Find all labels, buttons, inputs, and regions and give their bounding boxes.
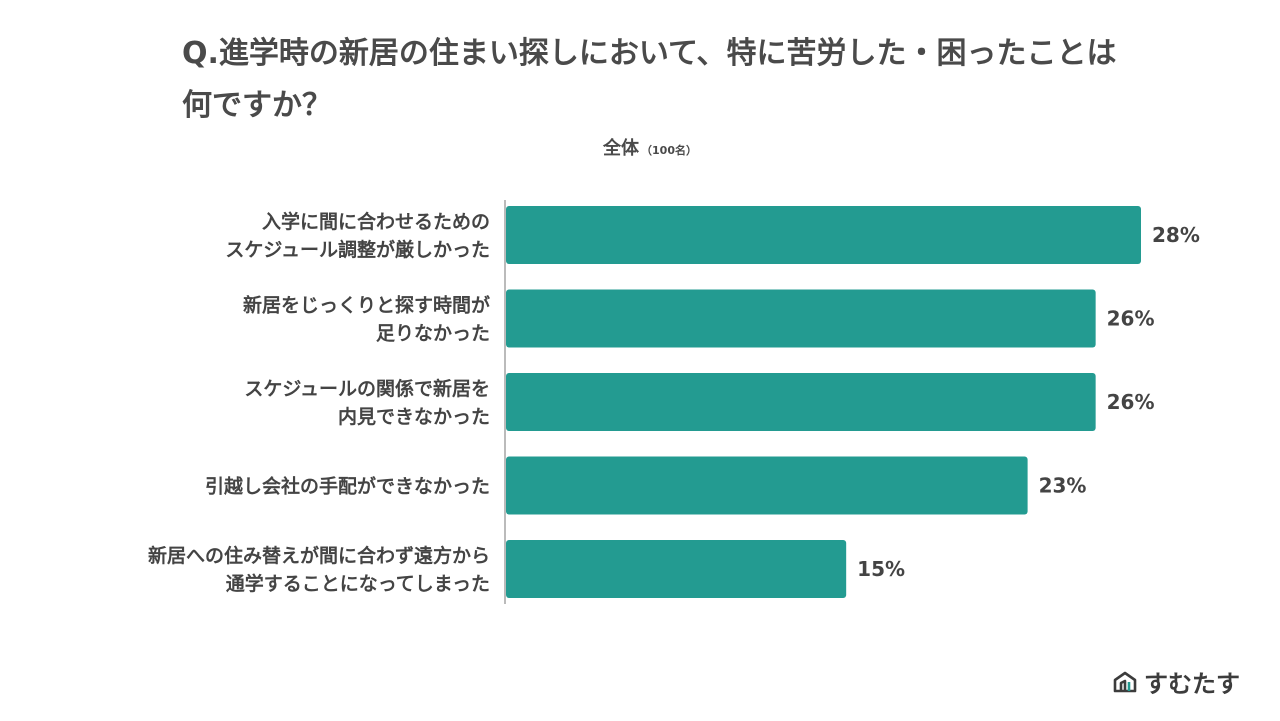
subtitle-main: 全体 bbox=[603, 138, 640, 159]
category-label: 内見できなかった bbox=[338, 405, 490, 428]
category-label: 通学することになってしまった bbox=[226, 572, 490, 595]
category-label: 足りなかった bbox=[376, 323, 490, 345]
bar-value-label: 26% bbox=[1107, 390, 1155, 414]
chart-title: Q.進学時の新居の住まい探しにおいて、特に苦労した・困ったことは何ですか？ bbox=[182, 36, 1117, 123]
bar-value-label: 26% bbox=[1107, 307, 1155, 331]
subtitle-note: （100名） bbox=[641, 144, 697, 157]
chart-subtitle: 全体 （100名） bbox=[500, 134, 800, 160]
brand-name: すむたす bbox=[1144, 670, 1240, 698]
category-label: 引越し会社の手配ができなかった bbox=[205, 475, 490, 498]
bar bbox=[506, 289, 1096, 348]
house-logo-icon bbox=[1113, 671, 1137, 692]
bar bbox=[506, 540, 847, 598]
category-label: 新居への住み替えが間に合わず遠方から bbox=[148, 544, 490, 567]
bar bbox=[506, 456, 1028, 515]
bar bbox=[506, 206, 1141, 264]
category-label: スケジュール調整が厳しかった bbox=[225, 238, 490, 261]
bar bbox=[506, 373, 1096, 431]
category-label: スケジュールの関係で新居を bbox=[244, 377, 490, 400]
bar-value-label: 23% bbox=[1039, 474, 1087, 498]
category-label: 入学に間に合わせるための bbox=[262, 210, 490, 233]
brand-logo: すむたす bbox=[1112, 664, 1240, 699]
bar-value-label: 28% bbox=[1152, 223, 1200, 247]
category-label: 新居をじっくりと探す時間が bbox=[243, 294, 490, 317]
bar-value-label: 15% bbox=[857, 557, 905, 581]
